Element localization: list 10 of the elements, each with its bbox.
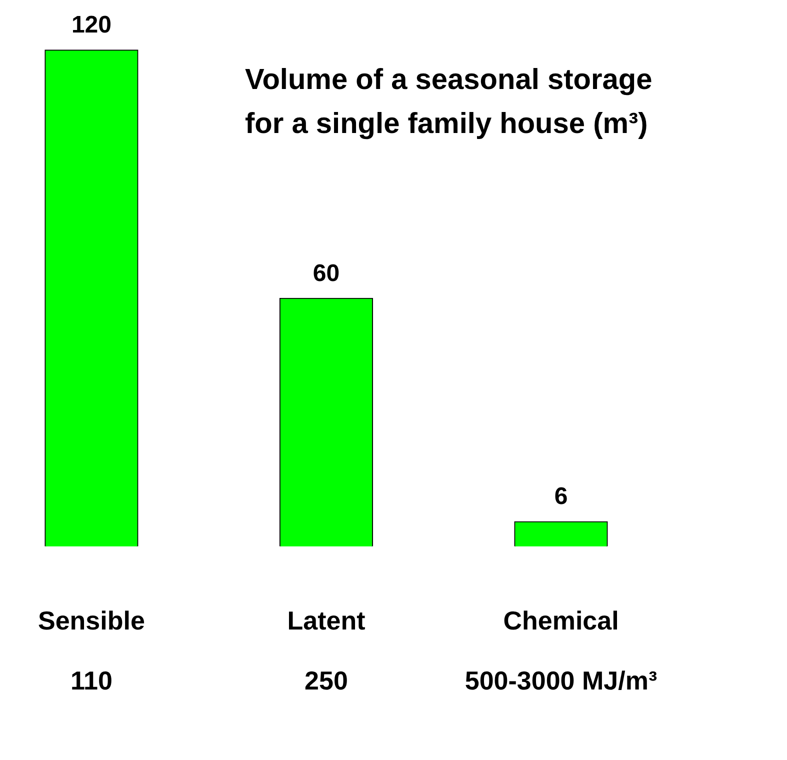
text: 110 (70, 665, 112, 696)
data-label: 6 (554, 483, 568, 510)
text: 250 (304, 665, 348, 696)
data-label: 60 (312, 260, 340, 287)
text: Volume of a seasonal storage for a single family house (m³) (245, 63, 652, 142)
data-label: 120 (71, 12, 112, 39)
x-tick-label: Chemical (503, 605, 619, 636)
x-tick-label: Latent (287, 605, 366, 636)
x-tick-label: Sensible (38, 605, 145, 636)
text: 500-3000 MJ/m³ (464, 665, 658, 696)
